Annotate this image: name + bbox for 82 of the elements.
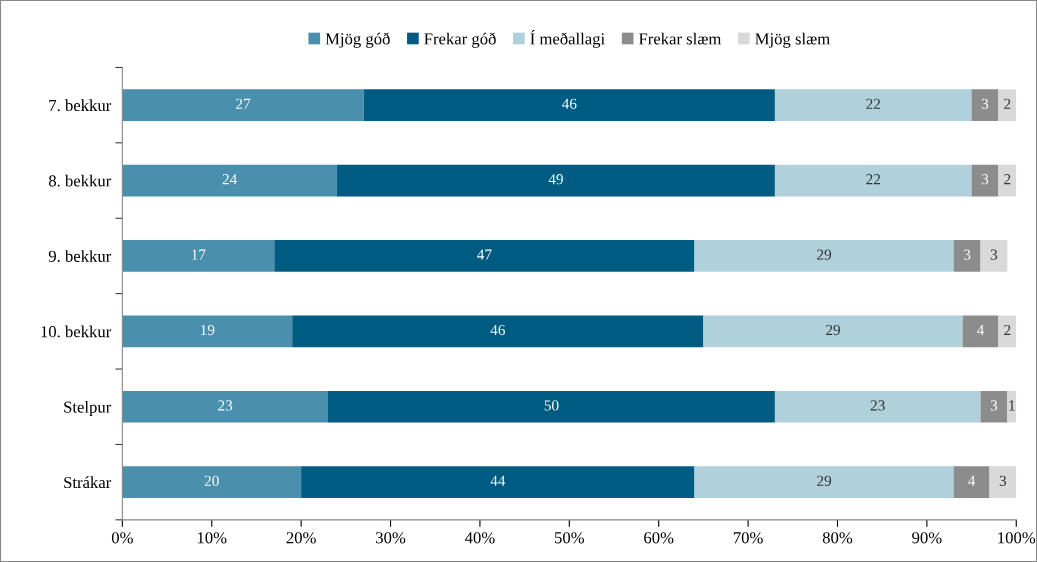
data-label: 23 xyxy=(218,400,233,411)
data-label: 2 xyxy=(1004,324,1011,336)
bar xyxy=(962,315,999,348)
bar xyxy=(953,240,981,272)
bar xyxy=(703,315,963,348)
data-label: 3 xyxy=(990,249,998,260)
legend-label: Mjög slæm xyxy=(755,32,830,48)
bar xyxy=(998,164,1017,197)
x-tick-label: 80% xyxy=(822,532,853,544)
data-label: 22 xyxy=(866,98,881,109)
bar xyxy=(274,240,695,272)
bar xyxy=(301,466,695,498)
x-tick-label: 0% xyxy=(111,532,133,544)
bar xyxy=(122,240,275,272)
data-label: 2 xyxy=(1004,174,1011,185)
data-label: 4 xyxy=(968,475,976,486)
x-tick-label: 40% xyxy=(464,532,495,544)
y-tick-label: 9. bekkur xyxy=(48,250,112,262)
data-label: 3 xyxy=(990,400,998,411)
data-label: 2 xyxy=(1004,98,1011,109)
bar xyxy=(998,89,1017,121)
bar xyxy=(953,466,990,498)
legend-label: Frekar góð xyxy=(424,32,496,48)
bar xyxy=(774,89,972,121)
bar xyxy=(774,390,981,423)
legend-label: Frekar slæm xyxy=(638,32,722,45)
data-label: 3 xyxy=(999,475,1007,486)
bar xyxy=(774,164,972,197)
data-label: 4 xyxy=(976,324,985,336)
bar xyxy=(998,315,1017,348)
bar xyxy=(336,164,775,197)
data-label: 46 xyxy=(490,324,505,336)
data-label: 49 xyxy=(548,174,563,185)
data-label: 23 xyxy=(870,400,885,411)
data-label: 17 xyxy=(192,249,206,260)
data-label: 47 xyxy=(477,249,492,260)
bar xyxy=(122,466,302,498)
y-tick-label: Strákar xyxy=(64,476,112,489)
data-label: 1 xyxy=(1009,400,1015,411)
data-label: 29 xyxy=(817,475,832,486)
x-tick-label: 20% xyxy=(286,532,316,544)
y-tick-label: Stelpur xyxy=(64,400,112,417)
data-label: 27 xyxy=(236,98,251,109)
data-label: 19 xyxy=(200,324,215,336)
bar xyxy=(971,164,999,197)
bar xyxy=(292,315,704,348)
data-label: 3 xyxy=(964,249,971,260)
data-label: 24 xyxy=(222,174,238,185)
bar xyxy=(1007,390,1017,423)
x-tick-label: 50% xyxy=(555,532,585,544)
data-label: 20 xyxy=(204,475,219,486)
data-label: 22 xyxy=(866,174,881,185)
data-label: 50 xyxy=(544,400,559,411)
x-tick-label: 60% xyxy=(644,532,674,544)
x-tick-label: 70% xyxy=(733,532,763,544)
bar xyxy=(122,390,328,423)
data-label: 29 xyxy=(826,324,841,336)
bar xyxy=(971,89,999,121)
x-tick-label: 90% xyxy=(912,532,942,544)
bar xyxy=(122,89,364,121)
x-tick-label: 100% xyxy=(998,532,1036,544)
legend-label: Mjög góð xyxy=(325,32,390,48)
bar xyxy=(363,89,775,121)
bar xyxy=(980,240,1008,272)
y-tick-label: 7. bekkur xyxy=(49,99,112,112)
bar xyxy=(694,466,954,498)
bar xyxy=(122,315,293,348)
y-tick-label: 10. bekkur xyxy=(41,325,112,338)
legend-label: Í meðallagi xyxy=(530,30,605,48)
data-label: 3 xyxy=(981,98,989,109)
bar xyxy=(694,240,954,272)
bar xyxy=(122,164,337,197)
x-tick-label: 30% xyxy=(376,532,406,544)
data-label: 29 xyxy=(817,249,832,260)
x-tick-label: 10% xyxy=(197,532,227,544)
data-label: 46 xyxy=(561,98,577,109)
bar xyxy=(989,466,1017,498)
bar xyxy=(980,390,1008,423)
bar xyxy=(327,390,775,423)
data-label: 3 xyxy=(981,174,989,185)
data-label: 44 xyxy=(490,475,506,486)
y-tick-label: 8. bekkur xyxy=(48,174,112,187)
